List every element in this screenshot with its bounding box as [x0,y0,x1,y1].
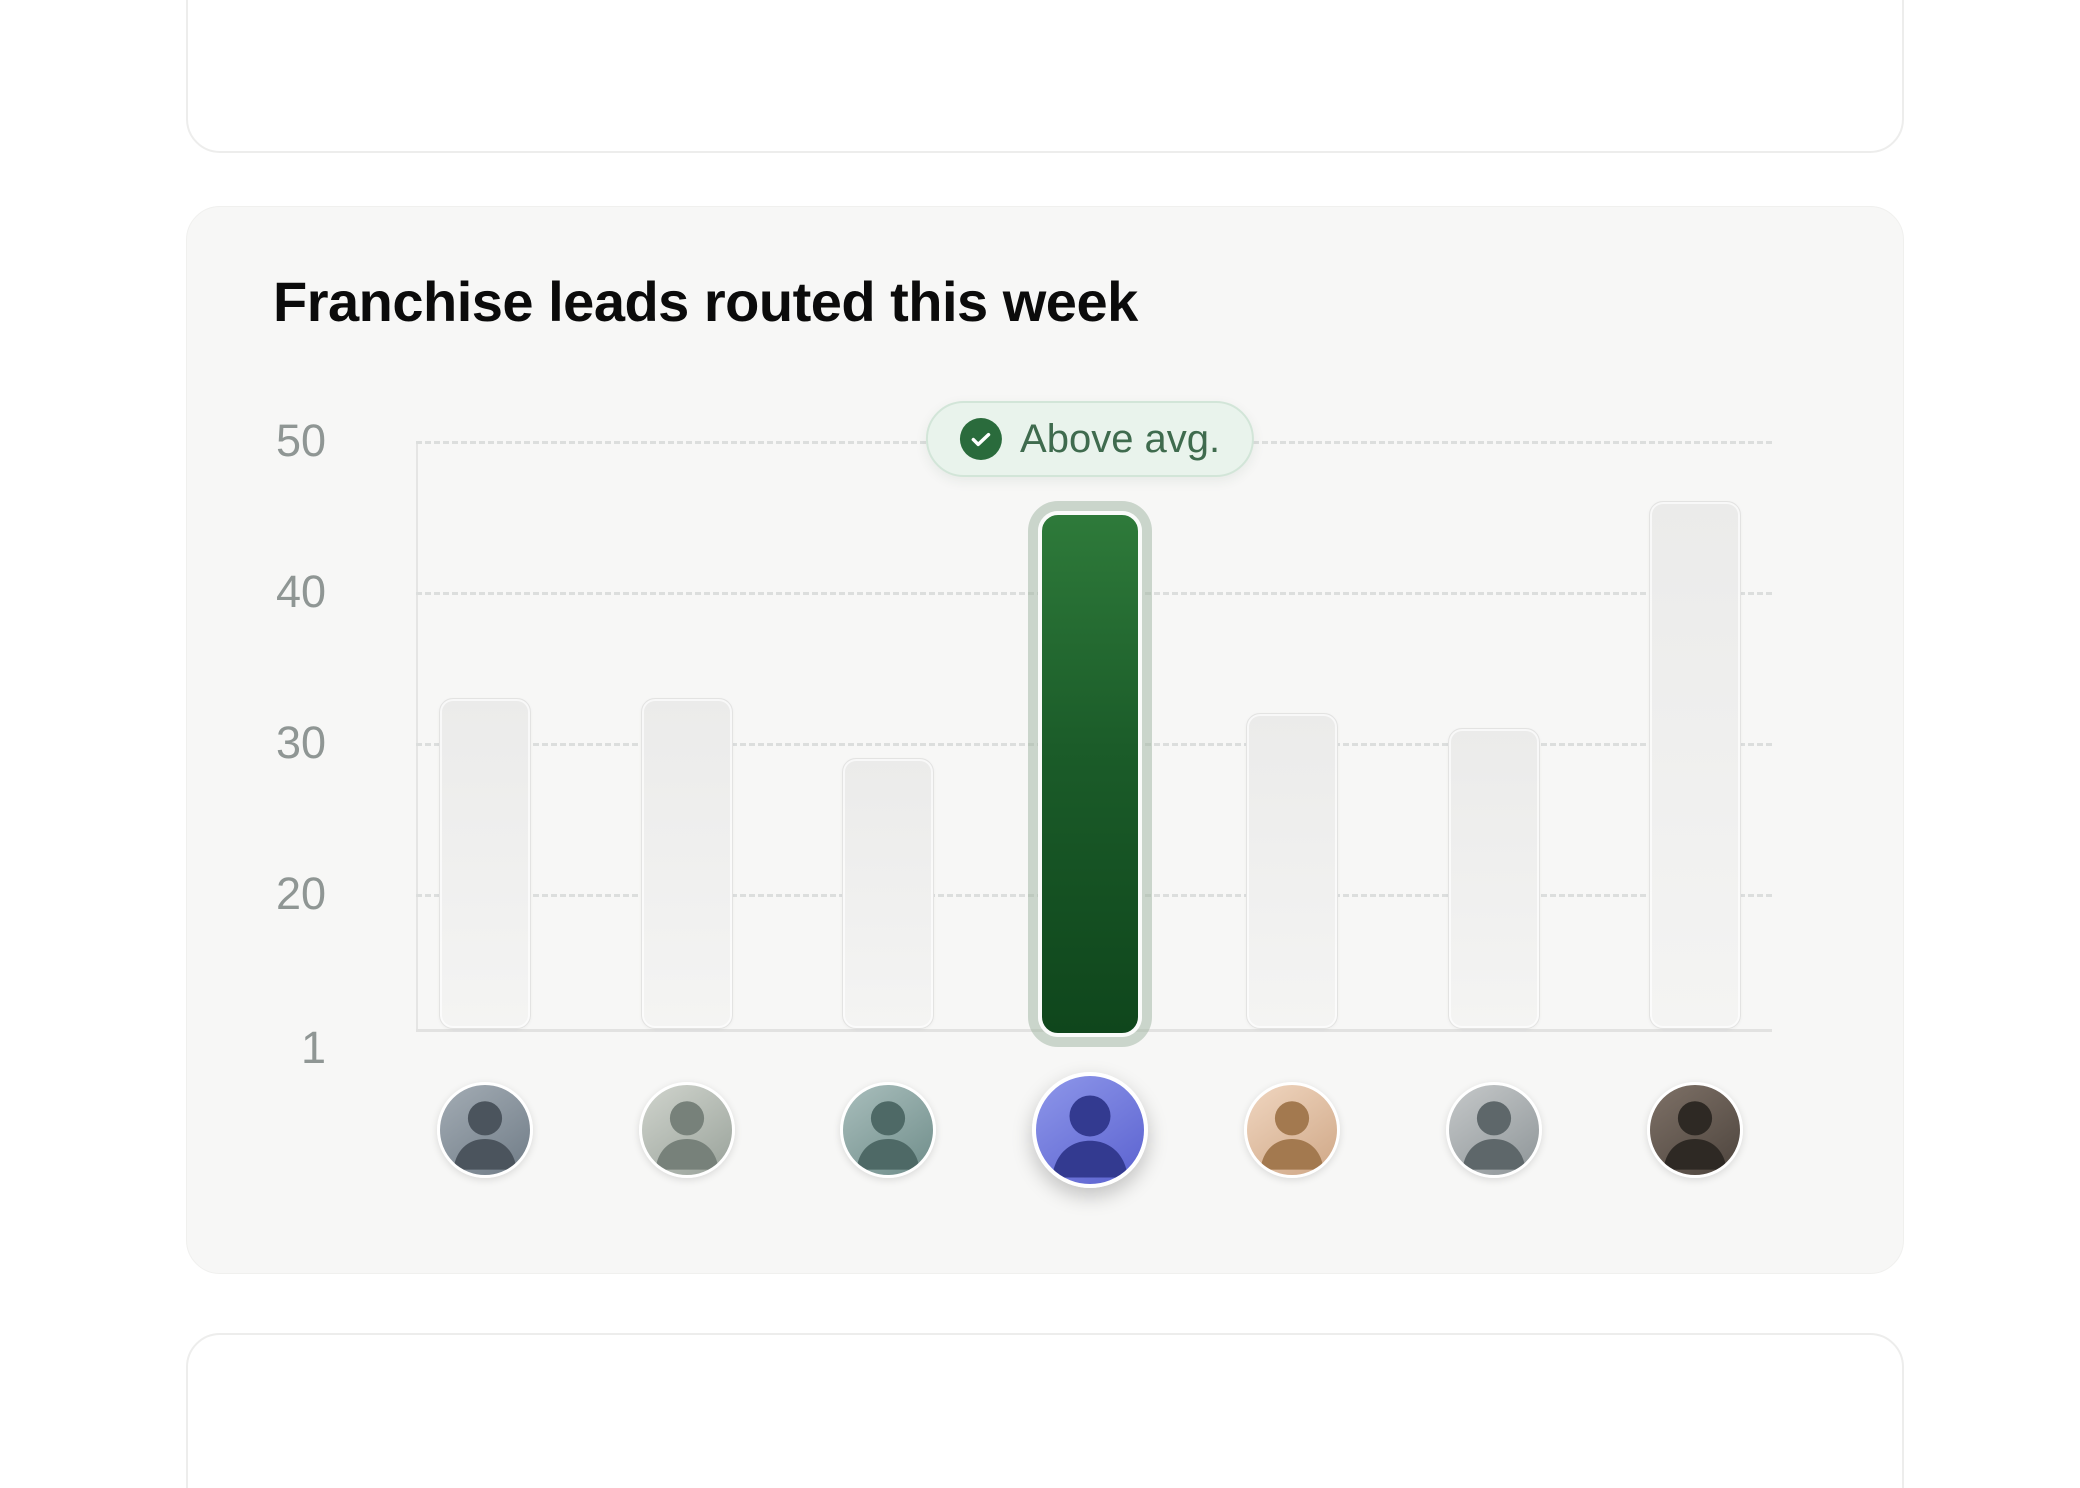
y-axis-line [416,441,418,1029]
avatar-rep-4[interactable] [1032,1072,1149,1188]
avatar-rep-2[interactable] [638,1082,735,1178]
y-axis-tick-label: 1 [300,1022,326,1073]
leads-chart-card: Franchise leads routed this week Above a… [186,206,1904,1274]
card-above [186,0,1904,153]
avatar-rep-5[interactable] [1243,1082,1340,1178]
bar-chart: Above avg. 50 40 30 20 1 [187,207,1903,1273]
bar-rep-6[interactable] [1447,727,1540,1029]
chart-title: Franchise leads routed this week [273,270,1138,333]
badge-label: Above avg. [1020,416,1221,461]
bar-rep-3[interactable] [842,758,935,1029]
plot-area: Above avg. 50 40 30 20 1 [187,207,1903,1273]
bar-rep-7[interactable] [1649,501,1742,1029]
bar-rep-4[interactable] [1038,510,1143,1037]
bar-rep-5[interactable] [1245,712,1338,1029]
avatar-rep-6[interactable] [1445,1082,1542,1178]
bar-rep-1[interactable] [439,697,531,1029]
avatar-rep-7[interactable] [1647,1082,1744,1178]
avatar-rep-1[interactable] [437,1082,533,1178]
y-axis-tick-label: 20 [275,868,326,919]
y-axis-tick-label: 40 [275,566,326,617]
card-below [186,1333,1904,1488]
y-axis-tick-label: 30 [275,717,326,768]
y-axis-tick-label: 50 [275,415,326,466]
avatar-rep-3[interactable] [840,1082,937,1178]
check-icon [960,418,1003,460]
above-avg-badge: Above avg. [926,401,1255,477]
bar-rep-2[interactable] [640,697,733,1029]
